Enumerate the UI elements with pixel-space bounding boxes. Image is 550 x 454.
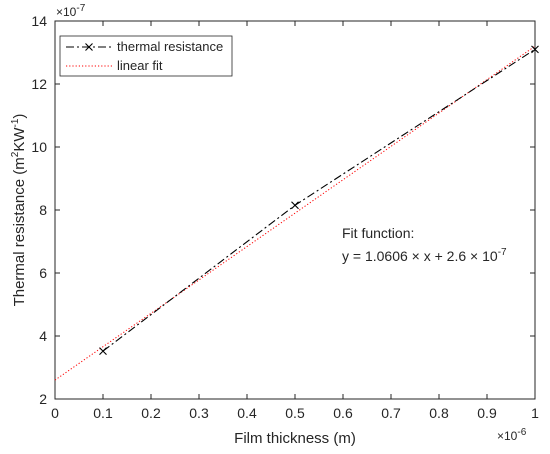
x-exp-base: ×10: [497, 429, 518, 443]
y-exp-base: ×10: [56, 5, 77, 19]
x-ticks: 0 0.1 0.2 0.3 0.4 0.5 0.6 0.7 0.8 0.9 1: [51, 21, 539, 421]
y-tick-label: 10: [31, 139, 47, 155]
data-point-marker: [531, 45, 539, 54]
x-tick-label: 0: [51, 405, 59, 421]
x-tick-label: 1: [531, 405, 539, 421]
series-line-linear-fit: [54, 45, 536, 381]
legend-marker-thermal-resistance: [85, 43, 93, 51]
x-tick-label: 0.1: [93, 405, 113, 421]
plot-area: [54, 20, 536, 400]
y-exp-power: -7: [76, 3, 85, 14]
y-tick-label: 4: [39, 328, 47, 344]
fit-function-equation: y = 1.0606 × x + 2.6 × 10-7: [342, 247, 507, 264]
y-axis-label-main: Thermal resistance (m: [11, 157, 28, 306]
y-tick-label: 14: [31, 13, 47, 29]
fit-function-title: Fit function:: [342, 225, 414, 241]
y-tick-label: 2: [39, 391, 47, 407]
x-tick-label: 0.5: [285, 405, 305, 421]
y-tick-label: 12: [31, 76, 47, 92]
x-tick-label: 0.7: [381, 405, 401, 421]
y-axis-label-end: ): [11, 114, 28, 119]
x-tick-label: 0.4: [237, 405, 257, 421]
data-point-marker: [291, 201, 299, 210]
fit-equation-main: y = 1.0606 × x + 2.6 × 10: [342, 248, 498, 264]
y-axis-label-mid: KW: [11, 127, 28, 152]
y-axis-exponent: ×10-7: [56, 3, 86, 19]
y-axis-label-sup-neg1: -1: [10, 118, 21, 127]
x-tick-label: 0.3: [189, 405, 209, 421]
fit-equation-power: -7: [498, 247, 507, 258]
x-tick-label: 0.9: [477, 405, 497, 421]
x-axis-exponent: ×10-6: [497, 427, 527, 443]
x-exp-power: -6: [517, 427, 526, 438]
series-layer: [54, 45, 539, 381]
legend-label-linear-fit: linear fit: [117, 58, 163, 73]
y-tick-label: 8: [39, 202, 47, 218]
legend: thermal resistance linear fit: [59, 35, 233, 77]
legend-label-thermal-resistance: thermal resistance: [117, 39, 223, 54]
y-tick-label: 6: [39, 265, 47, 281]
x-tick-label: 0.2: [141, 405, 161, 421]
legend-box: [59, 35, 233, 77]
x-tick-label: 0.6: [333, 405, 353, 421]
x-tick-label: 0.8: [429, 405, 449, 421]
y-axis-label-sup2: 2: [10, 151, 21, 157]
y-axis-label: Thermal resistance (m2KW-1): [10, 114, 28, 307]
x-axis-label: Film thickness (m): [234, 430, 356, 447]
y-ticks: 2 4 6 8 10 12 14: [31, 13, 535, 407]
data-point-marker: [99, 347, 107, 356]
